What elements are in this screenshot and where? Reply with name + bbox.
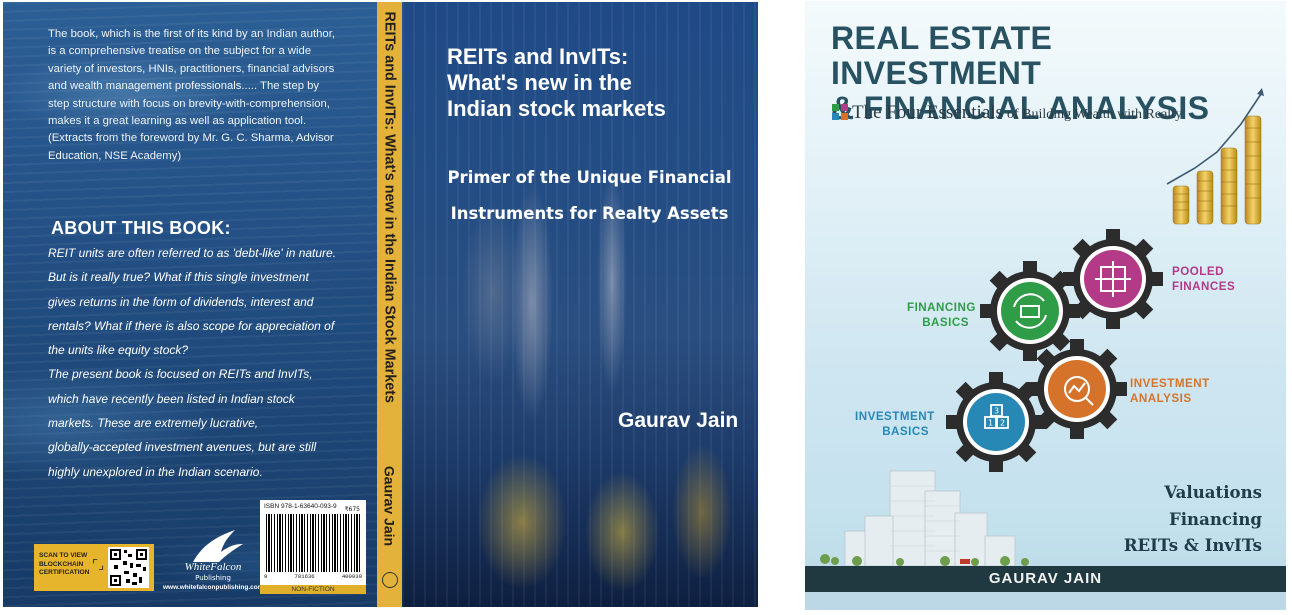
four-essentials-tagline: The Four Essentials of Building Wealth w…: [832, 102, 1182, 124]
financing-basics-label: FINANCING BASICS: [907, 300, 976, 330]
category-label: NON-FICTION: [260, 585, 366, 594]
front-subtitle: Primer of the Unique Financial Instrumen…: [422, 160, 757, 232]
label-line: FINANCES: [1172, 280, 1236, 293]
cover-title-line: & FINANCIAL ANALYSIS: [831, 90, 1210, 126]
about-body: REIT units are often referred to as 'deb…: [48, 241, 353, 484]
real-estate-book-cover: REAL ESTATE INVESTMENT & FINANCIAL ANALY…: [805, 1, 1286, 610]
publisher-url[interactable]: www.whitefalconpublishing.com: [163, 584, 264, 591]
four-essentials-icon: [832, 104, 848, 120]
analysis-chart-icon: [1064, 376, 1094, 406]
front-subtitle-line: Primer of the Unique Financial: [447, 168, 732, 187]
publisher-sub: Publishing: [195, 574, 231, 582]
foreword-quote: The book, which is the first of its kind…: [48, 26, 353, 165]
financing-basics-gear: [980, 261, 1080, 361]
price-label: ₹675: [344, 506, 360, 513]
qr-code-icon[interactable]: [108, 547, 149, 588]
barcode-digits: 9 781636 400939: [264, 573, 362, 580]
quote-line: (Extracts from the foreword by Mr. G. C.…: [48, 132, 334, 145]
quote-line: The book, which is the first of its kind…: [48, 28, 335, 40]
about-line: which have recently been listed in India…: [48, 391, 295, 406]
scan-bracket-icon: ⌜⌟: [92, 558, 105, 573]
about-heading: ABOUT THIS BOOK:: [51, 218, 231, 238]
front-subtitle-line: Instruments for Realty Assets: [450, 204, 729, 223]
spine-title: REITs and InvITs: What's new in the Indi…: [381, 11, 398, 404]
isbn-text: ISBN 978-1-63640-093-9: [264, 503, 337, 510]
cover-title: REAL ESTATE INVESTMENT & FINANCIAL ANALY…: [831, 21, 1271, 126]
quote-line: and wealth management professionals.....…: [48, 80, 320, 93]
quote-line: is a comprehensive treatise on the subje…: [48, 45, 312, 58]
about-line: REIT units are often referred to as 'deb…: [48, 246, 337, 260]
investment-analysis-gear: [1027, 339, 1127, 439]
label-line: BASICS: [882, 425, 929, 438]
reits-book-wraparound: The book, which is the first of its kind…: [3, 2, 758, 607]
block-number: 1: [988, 419, 993, 428]
pooled-finances-gear: [1063, 229, 1163, 329]
about-line: The present book is focused on REITs and…: [48, 367, 313, 382]
about-line: But is it really true? What if this sing…: [48, 270, 309, 285]
block-number: 2: [1000, 419, 1005, 428]
barcode-digit-group: 9: [264, 573, 268, 580]
about-line: highly unexplored in the Indian scenario…: [48, 464, 263, 479]
label-line: INVESTMENT: [855, 410, 935, 423]
about-line: markets. These are extremely lucrative,: [48, 416, 259, 431]
front-title-line: What's new in the: [447, 70, 632, 95]
quote-line: step structure with focus on brevity-wit…: [48, 97, 330, 110]
label-line: FINANCING: [907, 301, 976, 314]
publisher-logo: WhiteFalcon Publishing www.whitefalconpu…: [163, 524, 264, 596]
book-spine: REITs and InvITs: What's new in the Indi…: [377, 2, 402, 607]
money-cycle-icon: [1013, 293, 1047, 329]
front-author: Gaurav Jain: [618, 409, 739, 432]
spine-author: Gaurav Jain: [381, 465, 398, 547]
publisher-name: WhiteFalcon: [184, 561, 242, 573]
falcon-icon: [193, 530, 243, 562]
qr-label: SCAN TO VIEW BLOCKCHAIN CERTIFICATION: [39, 552, 90, 577]
barcode-digit-group: 781636: [294, 573, 315, 580]
handshake-icon: [1095, 261, 1131, 297]
topic-item: REITs & InvITs: [1123, 535, 1262, 555]
about-line: globally-accepted investment avenues, bu…: [48, 440, 317, 455]
quote-line: Education, NSE Academy): [48, 149, 182, 162]
label-line: BASICS: [922, 316, 969, 329]
block-number: 3: [994, 407, 999, 416]
label-line: ANALYSIS: [1130, 392, 1192, 405]
spine-publisher-icon: [382, 572, 398, 588]
front-title-line: REITs and InvITs:: [447, 44, 629, 69]
quote-line: makes it a great learning as well as app…: [48, 115, 307, 128]
about-line: gives returns in the form of dividends, …: [48, 294, 314, 309]
essentials-small: of Building Wealth with Realty: [1006, 107, 1183, 122]
label-line: INVESTMENT: [1130, 377, 1210, 390]
back-cover: The book, which is the first of its kind…: [3, 2, 377, 607]
pooled-finances-label: POOLED FINANCES: [1172, 264, 1252, 294]
barcode-bars: [266, 514, 360, 572]
blocks-icon: [984, 404, 1009, 429]
front-title-line: Indian stock markets: [447, 96, 666, 121]
topic-item: Financing: [1168, 508, 1262, 529]
label-line: POOLED: [1172, 265, 1224, 278]
isbn-number: ISBN 978-1-63640-093-9: [264, 503, 337, 510]
topics-list: Valuations Financing REITs & InvITs: [1124, 479, 1262, 559]
cover-bottom-strip: [805, 592, 1286, 610]
barcode-digit-group: 400939: [341, 573, 362, 580]
isbn-barcode: ISBN 978-1-63640-093-9 9 781636 400939 ₹…: [260, 500, 366, 594]
blockchain-qr-panel[interactable]: SCAN TO VIEW BLOCKCHAIN CERTIFICATION ⌜⌟: [34, 544, 154, 591]
investment-basics-gear: 3 1 2: [946, 372, 1046, 472]
four-gears-diagram: 3 1 2: [946, 229, 1163, 472]
topic-item: Valuations: [1164, 482, 1262, 502]
about-line: rentals? What if there is also scope for…: [48, 318, 335, 333]
cover-title-line: REAL ESTATE INVESTMENT: [831, 20, 1053, 91]
front-title: REITs and InvITs: What's new in the Indi…: [447, 44, 757, 122]
author-banner: GAURAV JAIN: [805, 566, 1286, 592]
essentials-big: The Four Essentials: [852, 102, 1003, 123]
investment-analysis-label: INVESTMENT ANALYSIS: [1130, 376, 1220, 406]
quote-line: variety of investors, HNIs, practitioner…: [48, 62, 335, 75]
investment-basics-label: INVESTMENT BASICS: [855, 409, 935, 439]
coin-stacks-growth-icon: [1166, 88, 1264, 225]
front-cover: REITs and InvITs: What's new in the Indi…: [402, 2, 758, 607]
city-skyline-icon: [820, 470, 1029, 567]
about-line: the units like equity stock?: [48, 343, 189, 358]
